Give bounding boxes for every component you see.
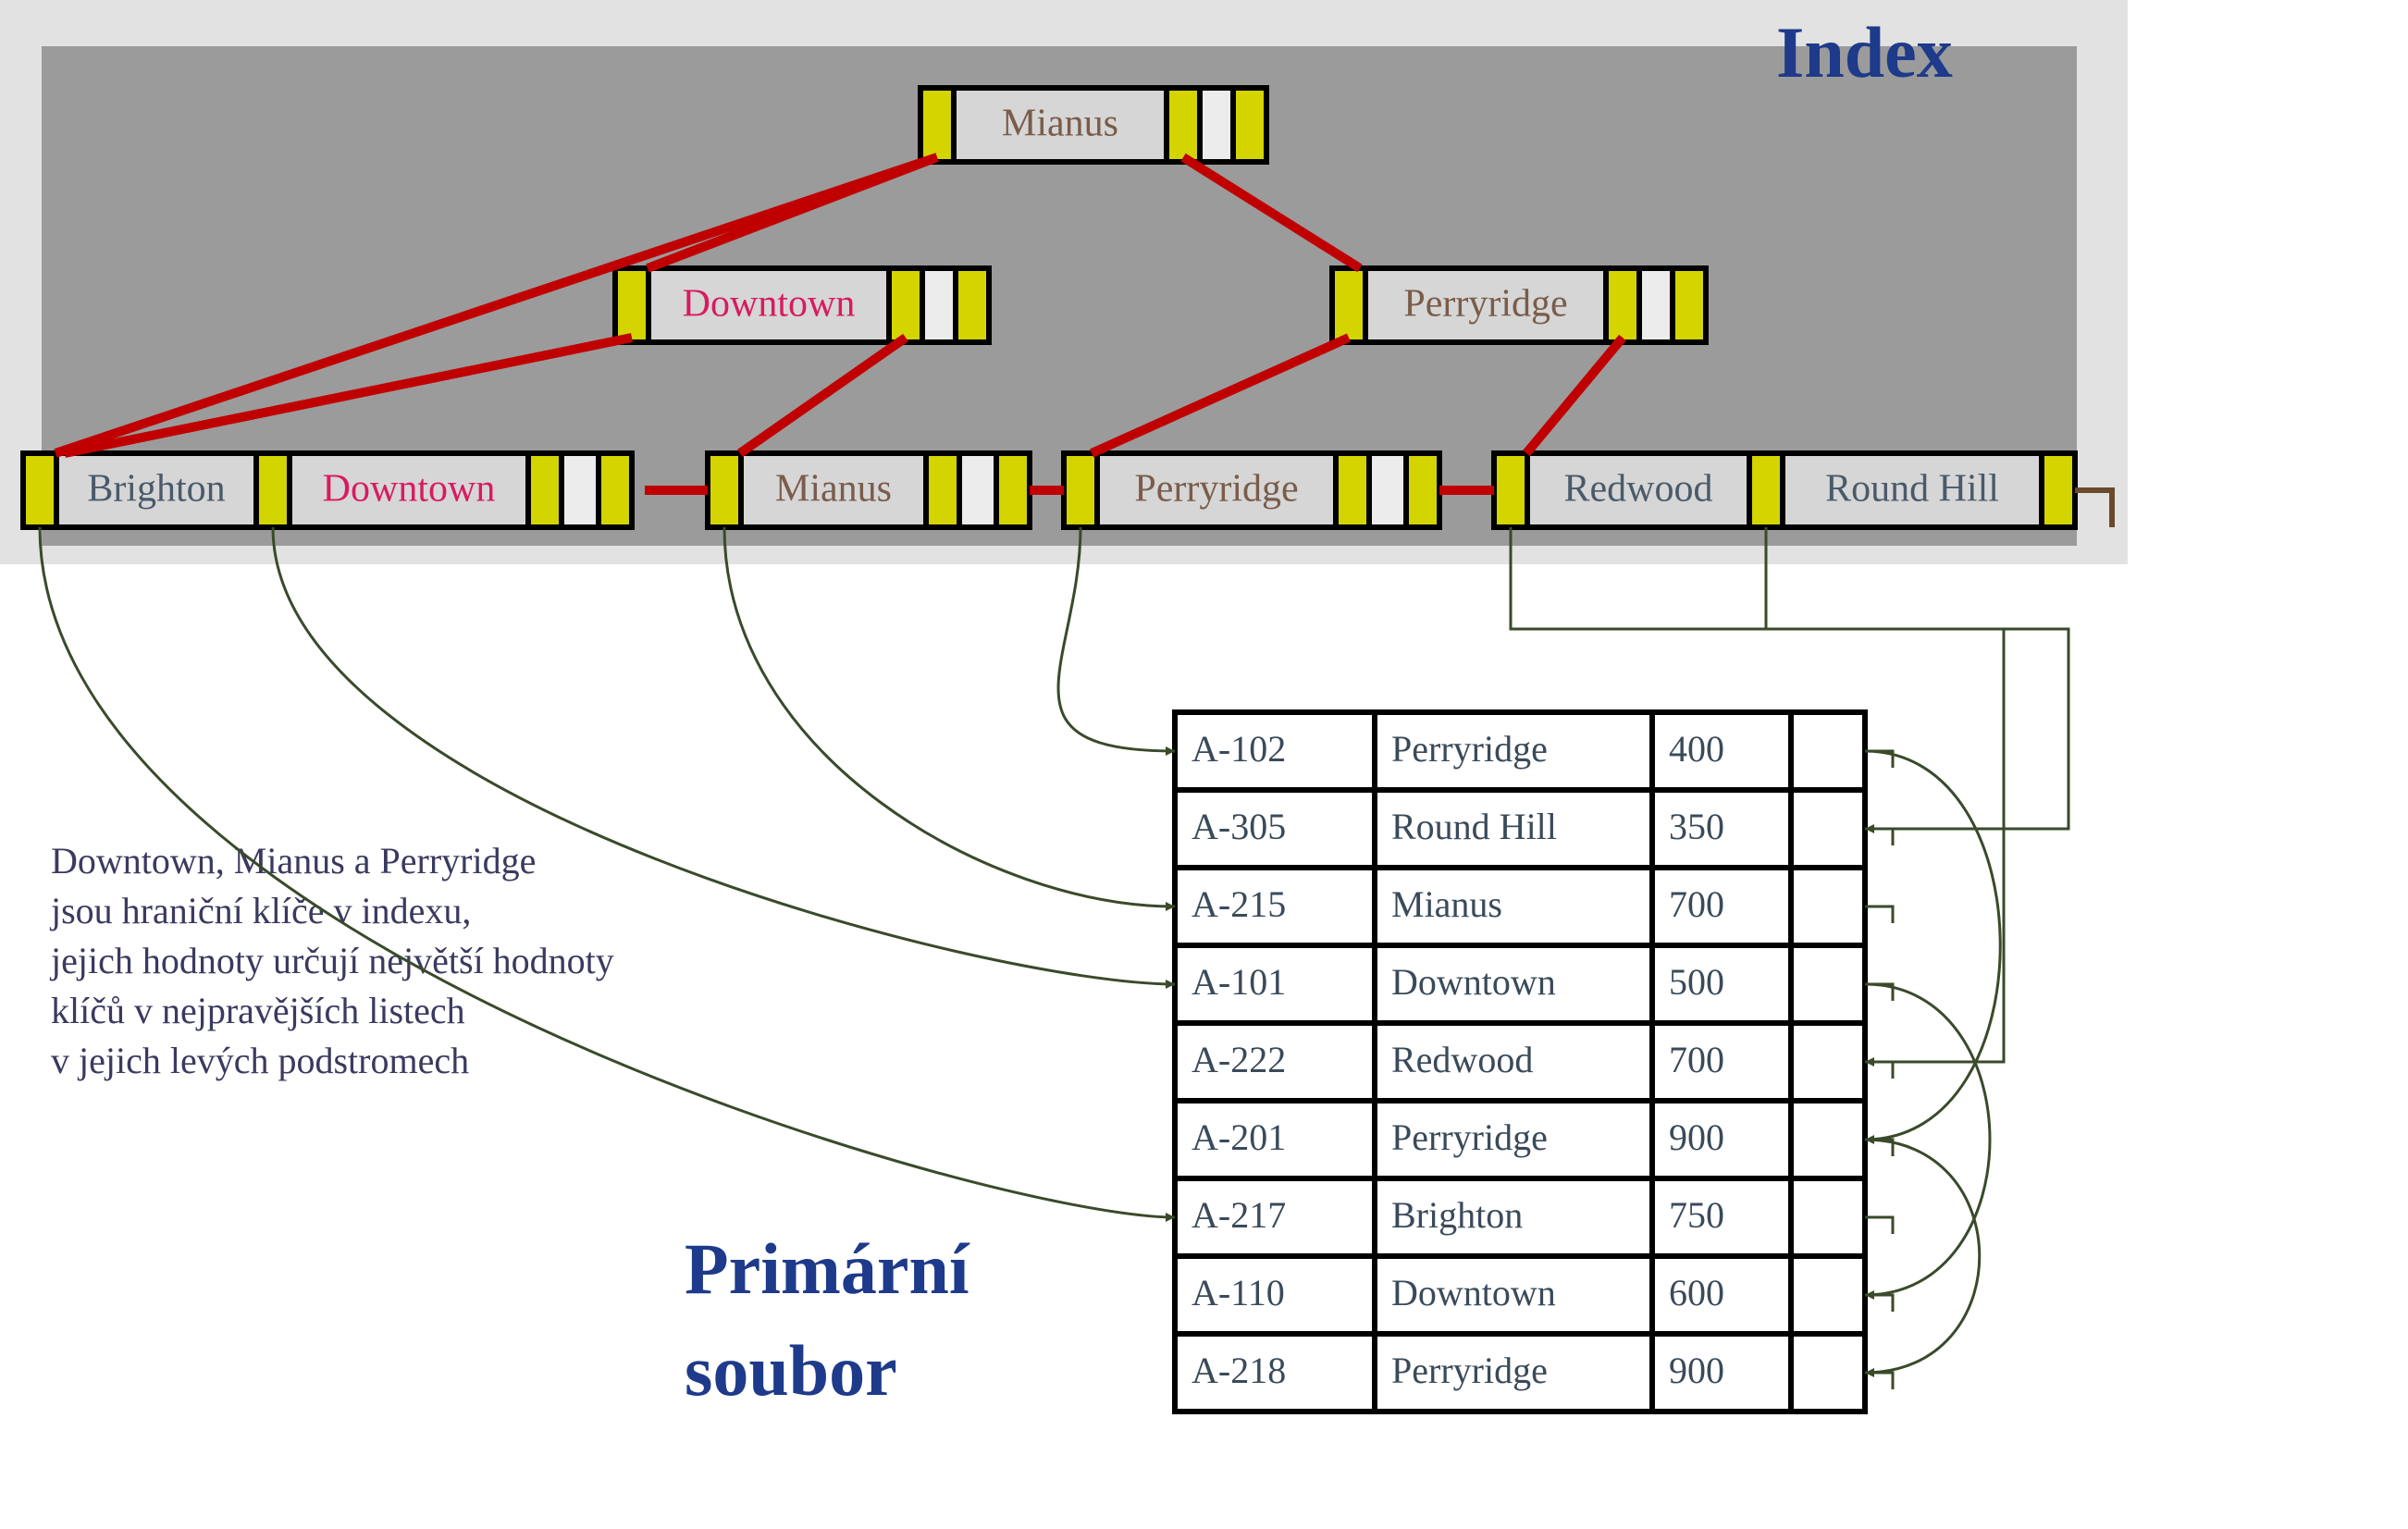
table-text: 700	[1669, 883, 1724, 925]
title-primary-l1: Primární	[685, 1228, 970, 1309]
key-label: Perryridge	[1134, 468, 1298, 511]
table-text: 900	[1669, 1116, 1724, 1158]
pointer-cell	[1494, 453, 1527, 527]
table-text: A-102	[1192, 728, 1286, 770]
pointer-cell	[1336, 453, 1369, 527]
pointer-cell	[256, 453, 290, 527]
pointer-cell	[956, 268, 989, 342]
row-stub	[1865, 1217, 1893, 1234]
explain-text: jsou hraniční klíče v indexu,	[49, 890, 471, 931]
table-text: 400	[1669, 728, 1724, 770]
table-text: Round Hill	[1391, 806, 1557, 847]
table-text: 700	[1669, 1039, 1724, 1080]
row-stub	[1865, 1295, 1893, 1312]
table-cell	[1791, 945, 1865, 1023]
table-text: Redwood	[1391, 1039, 1533, 1080]
title-index: Index	[1776, 12, 1953, 92]
pointer-cell	[1233, 88, 1266, 162]
pointer-cell	[1064, 453, 1097, 527]
key-label: Round Hill	[1825, 468, 1999, 511]
pointer-cell	[2042, 453, 2075, 527]
explain-text: jejich hodnoty určují největší hodnoty	[49, 940, 614, 981]
pointer-cell	[920, 88, 954, 162]
pointer-cell	[615, 268, 648, 342]
empty-cell	[562, 453, 599, 527]
table-text: A-215	[1192, 883, 1286, 925]
empty-cell	[959, 453, 996, 527]
table-text: Mianus	[1391, 883, 1502, 925]
explain-text: Downtown, Mianus a Perryridge	[51, 840, 536, 882]
empty-cell	[1639, 268, 1673, 342]
table-text: A-217	[1192, 1194, 1286, 1236]
pointer-cell	[708, 453, 741, 527]
key-label: Downtown	[683, 283, 856, 326]
pointer-cell	[926, 453, 959, 527]
pointer-cell	[1606, 268, 1639, 342]
table-text: A-305	[1192, 806, 1286, 847]
pointer-cell	[1406, 453, 1439, 527]
table-cell	[1791, 1101, 1865, 1178]
pointer-cell	[528, 453, 562, 527]
table-text: Perryridge	[1391, 728, 1548, 770]
table-text: A-110	[1192, 1272, 1285, 1313]
row-stub	[1865, 1062, 1893, 1079]
key-label: Downtown	[323, 468, 496, 511]
table-text: Brighton	[1391, 1194, 1523, 1236]
empty-cell	[1200, 88, 1233, 162]
table-cell	[1791, 1178, 1865, 1256]
row-chain-arrow	[1865, 751, 2000, 1140]
pointer-cell	[996, 453, 1030, 527]
diagram-canvas: Mianus Downtown Perryridge Brighton Downtown…	[0, 0, 2408, 1529]
table-text: 600	[1669, 1272, 1724, 1313]
pointer-cell	[599, 453, 632, 527]
table-text: A-218	[1192, 1350, 1286, 1391]
table-text: 500	[1669, 961, 1724, 1003]
table-cell	[1791, 712, 1865, 790]
table-cell	[1791, 1023, 1865, 1101]
table-text: A-101	[1192, 961, 1286, 1003]
title-primary-l2: soubor	[685, 1330, 897, 1411]
key-label: Brighton	[87, 468, 225, 511]
table-cell	[1791, 1334, 1865, 1412]
row-stub	[1865, 829, 1893, 845]
table-cell	[1791, 790, 1865, 868]
row-stub	[1865, 1373, 1893, 1389]
table-text: A-201	[1192, 1116, 1286, 1158]
key-label: Perryridge	[1403, 283, 1567, 326]
table-text: Perryridge	[1391, 1116, 1548, 1158]
table-text: A-222	[1192, 1039, 1286, 1080]
pointer-cell	[889, 268, 922, 342]
table-text: 900	[1669, 1350, 1724, 1391]
pointer-cell	[23, 453, 56, 527]
explain-text: v jejich levých podstromech	[51, 1040, 469, 1081]
key-label: Mianus	[775, 468, 892, 511]
empty-cell	[1369, 453, 1406, 527]
pointer-cell	[1749, 453, 1783, 527]
table-cell	[1791, 1256, 1865, 1334]
pointer-cell	[1673, 268, 1706, 342]
pointer-cell	[1167, 88, 1200, 162]
explain-text: klíčů v nejpravějších listech	[51, 990, 465, 1031]
key-label: Mianus	[1002, 103, 1118, 145]
row-stub	[1865, 906, 1893, 923]
table-cell	[1791, 868, 1865, 945]
empty-cell	[922, 268, 956, 342]
table-text: 750	[1669, 1194, 1724, 1236]
leaf-to-row-link	[724, 527, 1175, 906]
table-text: Downtown	[1391, 1272, 1556, 1313]
key-label: Redwood	[1564, 468, 1713, 511]
row-chain-arrow	[1865, 1140, 1980, 1373]
table-text: Downtown	[1391, 961, 1556, 1003]
table-text: 350	[1669, 806, 1724, 847]
table-text: Perryridge	[1391, 1350, 1548, 1391]
pointer-cell	[1332, 268, 1365, 342]
